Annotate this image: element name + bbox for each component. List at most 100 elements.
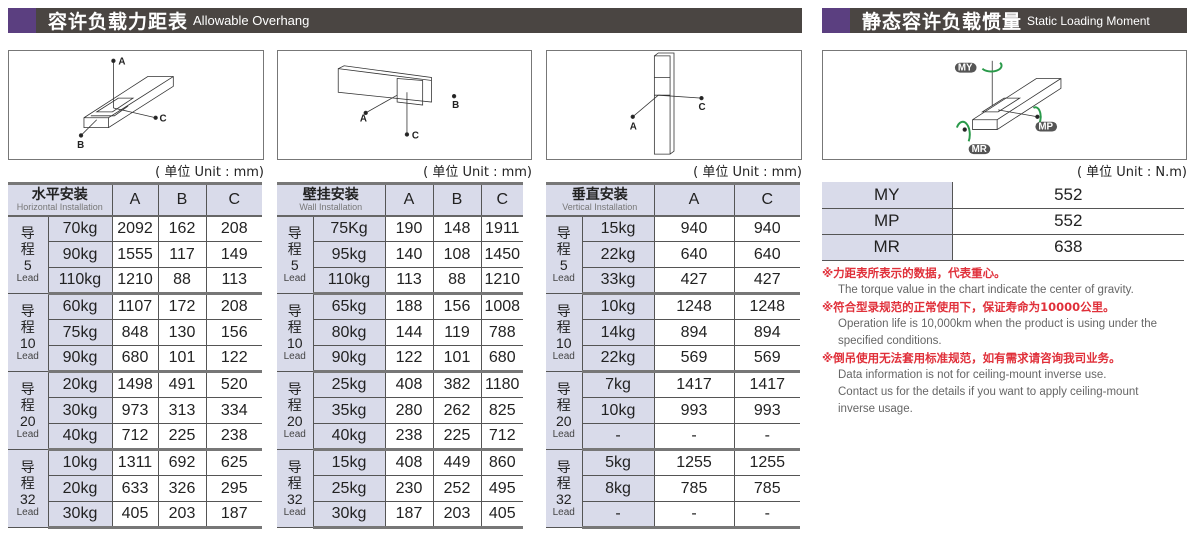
label-a: A — [630, 122, 637, 133]
table-row: 导程 10 Lead 60kg 1107 172 208 — [8, 293, 262, 372]
lead-label-en: Lead — [16, 429, 39, 440]
table-row: 导程 5 Lead 15kg 940 940 — [546, 215, 800, 294]
table-row: 95kg 140 108 1450 — [277, 241, 523, 268]
value-cell: 113 — [205, 267, 262, 295]
horizontal-installation-diagram: A C B — [8, 50, 264, 160]
lead-label-cn: 程 — [287, 475, 302, 491]
lead-label-en: Lead — [283, 429, 306, 440]
value-cell: 382 — [432, 371, 481, 398]
value-cell: 973 — [111, 397, 158, 424]
load-cell: 30kg — [48, 397, 112, 424]
value-cell: 1555 — [111, 241, 158, 268]
table-row: 14kg 894 894 — [546, 319, 800, 346]
load-cell: 60kg — [47, 293, 112, 320]
value-cell: 785 — [733, 475, 800, 502]
note-cn: ※符合型录规范的正常使用下，保证寿命为10000公里。 — [822, 300, 1115, 314]
load-cell: 90kg — [48, 345, 112, 373]
label-b: B — [77, 140, 84, 151]
unit-label: ( 单位 Unit : mm) — [423, 165, 532, 180]
value-cell: 203 — [157, 501, 206, 529]
moment-value: 552 — [951, 208, 1184, 235]
value-cell: 208 — [205, 215, 262, 242]
value-cell: 405 — [480, 501, 523, 529]
lead-label-cn: 程 — [556, 319, 571, 335]
value-cell: 156 — [205, 319, 262, 346]
column-header-a: A — [111, 182, 158, 217]
note-cn: ※倒吊使用无法套用标准规范，如有需求请咨询我司业务。 — [822, 351, 1121, 365]
moment-row: MY 552 — [822, 182, 1184, 209]
table-row: 导程 20 Lead 20kg 1498 491 520 — [8, 371, 262, 450]
lead-label-en: Lead — [16, 351, 39, 362]
value-cell: 326 — [157, 475, 206, 502]
lead-label-cn: 程 — [287, 241, 302, 258]
value-cell: 2092 — [111, 215, 158, 242]
value-cell: 1311 — [111, 449, 158, 476]
lead-label-en: Lead — [552, 429, 575, 440]
table-row: 导程 10 Lead 10kg 1248 1248 — [546, 293, 800, 372]
value-cell: 1911 — [480, 215, 523, 242]
value-cell: 894 — [733, 319, 800, 346]
header-row: 壁挂安装 Wall Installation A B C — [277, 182, 523, 217]
column-header-c: C — [733, 182, 800, 217]
value-cell: 225 — [432, 423, 481, 451]
vertical-installation-table: 垂直安装 Vertical Installation A C 导程 5 Lead 15kg 94… — [546, 182, 800, 529]
load-cell: 10kg — [581, 293, 654, 320]
wall-installation-table: 壁挂安装 Wall Installation A B C 导程 5 Lead 75Kg 190 14… — [277, 182, 523, 529]
moment-diagram: MY MP MR — [822, 50, 1187, 160]
table-row: 20kg 633 326 295 — [8, 475, 262, 502]
value-cell: 940 — [653, 215, 734, 242]
value-cell: 295 — [205, 475, 262, 502]
value-cell: 1107 — [111, 293, 158, 320]
table-row: 80kg 144 119 788 — [277, 319, 523, 346]
load-cell: 80kg — [313, 319, 385, 346]
table-row: 40kg 712 225 238 — [8, 423, 262, 451]
value-cell: 427 — [733, 267, 800, 295]
installation-title-cell: 壁挂安装 Wall Installation — [277, 182, 385, 217]
load-cell: 40kg — [313, 423, 385, 451]
table-row: 110kg 113 88 1210 — [277, 267, 523, 295]
load-cell: 75kg — [48, 319, 112, 346]
value-cell: 1210 — [111, 267, 158, 295]
lead-value: 20 — [286, 413, 303, 429]
installation-title-cn: 水平安装 — [31, 185, 88, 202]
load-cell: 30kg — [313, 501, 385, 529]
load-cell: - — [582, 423, 654, 451]
value-cell: 495 — [480, 475, 523, 502]
overhang-section-header: 容许负载力距表 Allowable Overhang — [8, 8, 802, 33]
table-row: 25kg 230 252 495 — [277, 475, 523, 502]
table-row: 导程 20 Lead 7kg 1417 1417 — [546, 371, 800, 450]
value-cell: 408 — [384, 449, 433, 476]
header-row: 垂直安装 Vertical Installation A C — [546, 182, 800, 217]
load-cell: 110kg — [48, 267, 112, 295]
lead-group-cell: 导程 32 Lead — [8, 449, 49, 528]
lead-value: 5 — [559, 257, 568, 274]
value-cell: 569 — [653, 345, 734, 373]
load-cell: 70kg — [47, 215, 112, 242]
value-cell: 172 — [157, 293, 206, 320]
value-cell: 144 — [384, 319, 433, 346]
table-row: 90kg 122 101 680 — [277, 345, 523, 373]
value-cell: 712 — [111, 423, 158, 451]
value-cell: 313 — [157, 397, 206, 424]
label-mp: MP — [1038, 122, 1053, 133]
value-cell: 88 — [432, 267, 481, 295]
value-cell: 633 — [111, 475, 158, 502]
value-cell: 860 — [480, 449, 523, 476]
installation-title-cell: 水平安装 Horizontal Installation — [8, 182, 112, 217]
lead-label-cn: 程 — [556, 397, 571, 413]
lead-group-cell: 导程 5 Lead — [546, 215, 583, 294]
table-row: 90kg 1555 117 149 — [8, 241, 262, 268]
value-cell: 187 — [384, 501, 433, 529]
table-row: --- — [546, 423, 800, 451]
value-cell: 788 — [480, 319, 523, 346]
column-header-b: B — [157, 182, 206, 217]
value-cell: 122 — [205, 345, 262, 373]
moment-section-header: 静态容许负载惯量 Static Loading Moment — [822, 8, 1187, 33]
value-cell: 208 — [205, 293, 262, 320]
section-title-cn: 静态容许负载惯量 — [862, 11, 1023, 33]
load-cell: 20kg — [48, 475, 112, 502]
value-cell: - — [733, 501, 800, 529]
lead-label-cn: 程 — [287, 397, 302, 413]
lead-value: 20 — [555, 413, 572, 429]
notes: ※力距表所表示的数据，代表重心。 The torque value in the … — [822, 265, 1200, 418]
